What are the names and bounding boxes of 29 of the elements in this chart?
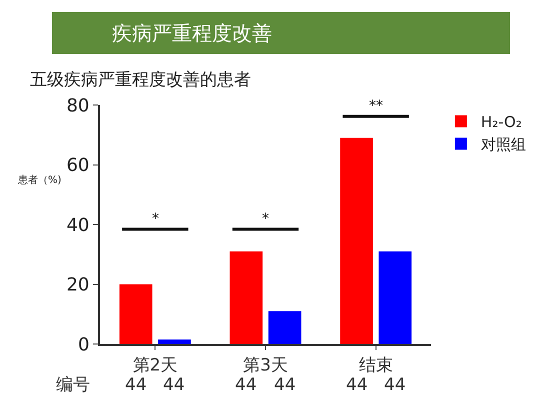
bar <box>230 251 263 344</box>
text: 44 <box>235 375 257 395</box>
y-tick-label: 80 <box>66 95 90 116</box>
x-tick-label: 第2天 <box>132 355 178 376</box>
x-tick-label: 结束 <box>358 355 393 376</box>
legend-label: H₂-O₂ <box>480 113 522 132</box>
bar <box>378 251 412 344</box>
x-tick-label: 第3天 <box>243 355 288 376</box>
annotation: * <box>262 211 269 227</box>
chart-subtitle: 五级疾病严重程度改善的患者 <box>30 69 251 91</box>
text: 44 <box>125 375 147 395</box>
bar <box>119 284 152 344</box>
annotation: * <box>152 211 159 227</box>
y-axis-title: 患者（%) <box>17 174 62 186</box>
text: 编号 <box>56 375 90 395</box>
y-tick-label: 0 <box>78 334 90 356</box>
bar <box>268 311 302 344</box>
bar <box>158 340 191 344</box>
legend-label: 对照组 <box>480 136 526 154</box>
chart-title: 疾病严重程度改善 <box>52 12 510 54</box>
text: 44 <box>274 375 296 395</box>
bar <box>340 138 373 344</box>
text: 44 <box>163 375 185 395</box>
text: 44 <box>384 375 406 395</box>
annotation: ** <box>369 98 383 114</box>
text: 44 <box>346 375 368 395</box>
y-tick-label: 40 <box>66 214 90 236</box>
y-tick-label: 20 <box>66 274 90 296</box>
y-tick-label: 60 <box>66 155 90 176</box>
